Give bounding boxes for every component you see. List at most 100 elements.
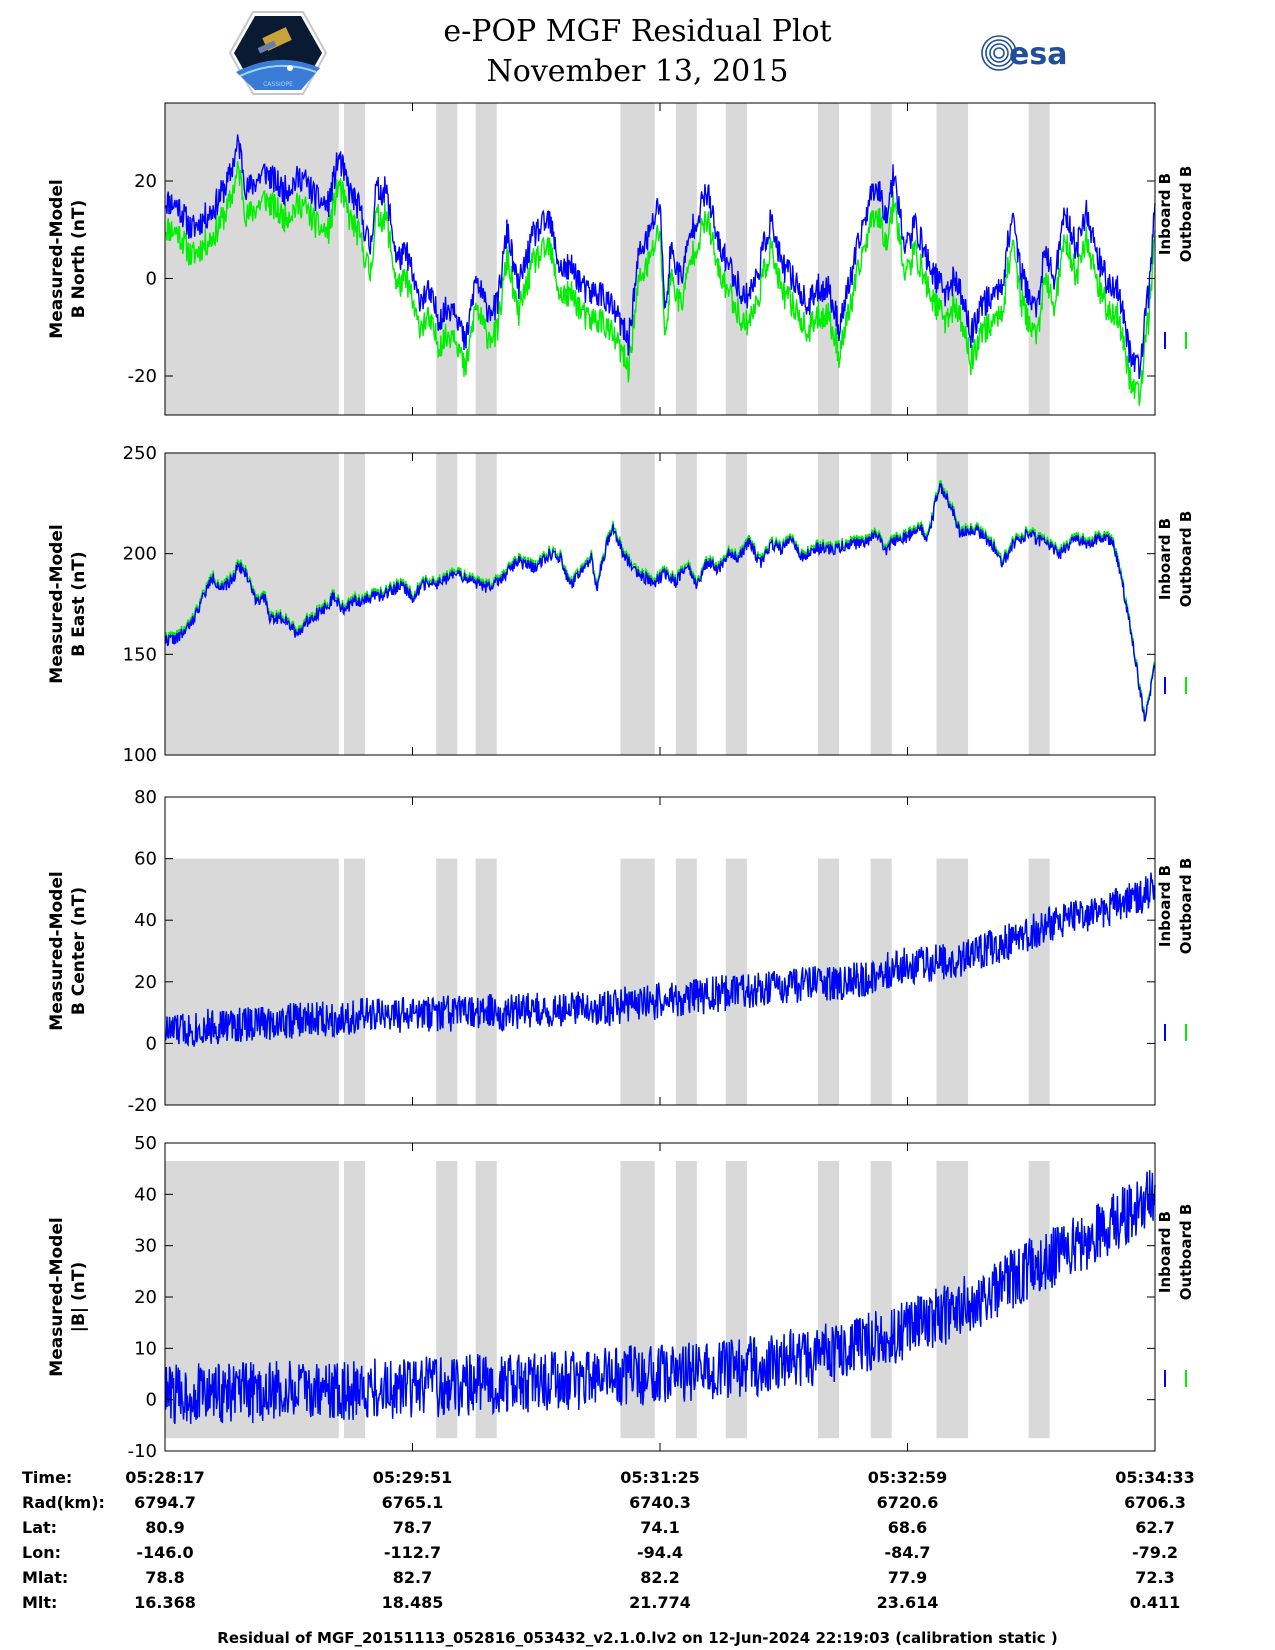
series-inboard-line	[164, 134, 1156, 380]
shaded-interval	[344, 453, 366, 755]
shaded-interval	[817, 858, 840, 1105]
info-cell: -79.2	[1131, 1543, 1179, 1562]
y-tick-label: 0	[146, 1033, 157, 1054]
legend: Inboard B Outboard B	[1156, 1204, 1195, 1301]
y-tick-label: 100	[123, 745, 157, 766]
legend-inboard-label: Inboard B	[1156, 865, 1174, 947]
shaded-interval	[936, 858, 969, 1105]
info-row-label: Mlat:	[22, 1568, 69, 1587]
footer-caption: Residual of MGF_20151113_052816_053432_v…	[217, 1629, 1058, 1647]
y-tick-label: 30	[134, 1236, 157, 1257]
y-axis-label: Measured-Model B North (nT)	[47, 179, 89, 338]
y-tick-label: 20	[134, 972, 157, 993]
info-cell: 23.614	[876, 1593, 939, 1612]
info-cell: 62.7	[1135, 1518, 1175, 1537]
shaded-interval	[620, 858, 655, 1105]
y-tick-label: 50	[134, 1133, 157, 1154]
y-axis-label-line: B East (nT)	[69, 551, 89, 656]
series-inboard-line	[164, 872, 1156, 1047]
y-tick-label: -10	[128, 1441, 157, 1462]
plot-title: e-POP MGF Residual Plot	[443, 14, 832, 49]
info-cell: 82.2	[640, 1568, 680, 1587]
shaded-interval	[675, 453, 697, 755]
y-tick-label: -20	[128, 366, 157, 387]
esa-logo: esa	[981, 35, 1067, 72]
y-tick-label: 150	[123, 644, 157, 665]
info-row-label: Mlt:	[22, 1593, 58, 1612]
shaded-interval	[475, 1160, 497, 1439]
legend-inboard-label: Inboard B	[1156, 1211, 1174, 1293]
shaded-interval	[725, 103, 747, 415]
info-cell: 05:29:51	[372, 1468, 453, 1487]
y-axis-label-line: Measured-Model	[47, 871, 67, 1030]
shaded-interval	[620, 453, 655, 755]
shaded-interval	[817, 453, 840, 755]
y-tick-label: 20	[134, 171, 157, 192]
info-cell: 74.1	[640, 1518, 680, 1537]
shaded-interval	[475, 858, 497, 1105]
shaded-interval	[475, 453, 497, 755]
chart-panel-3: -20 0 20 40 60 80 Measured-Model B Center (nT) I…	[47, 787, 1195, 1116]
shaded-interval	[436, 858, 458, 1105]
y-axis-label: Measured-Model B East (nT)	[47, 524, 89, 683]
cassiope-logo: CASSIOPE	[228, 11, 328, 95]
esa-logo-text: esa	[1009, 37, 1067, 72]
shaded-interval	[675, 103, 697, 415]
y-tick-label: 10	[134, 1338, 157, 1359]
chart-panel-4: -10 0 10 20 30 40 50 Measured-Model |B| (nT) Inbo…	[47, 1133, 1195, 1462]
plot-date: November 13, 2015	[486, 54, 789, 89]
info-cell: 16.368	[134, 1593, 196, 1612]
info-cell: 6765.1	[381, 1493, 444, 1512]
info-cell: 78.7	[392, 1518, 433, 1537]
y-tick-label: 40	[134, 910, 157, 931]
info-row-label: Time:	[22, 1468, 73, 1487]
shaded-interval	[817, 1160, 840, 1439]
y-tick-label: 200	[123, 544, 157, 565]
info-cell: 77.9	[887, 1568, 928, 1587]
shaded-interval	[344, 858, 366, 1105]
legend: Inboard B Outboard B	[1156, 858, 1195, 955]
y-tick-label: -20	[128, 1095, 157, 1116]
shaded-interval	[1028, 103, 1050, 415]
info-cell: -94.4	[636, 1543, 684, 1562]
y-axis-label-line: Measured-Model	[47, 1217, 67, 1376]
info-cell: -84.7	[884, 1543, 931, 1562]
shaded-interval	[725, 453, 747, 755]
shaded-interval	[870, 103, 892, 415]
legend: Inboard B Outboard B	[1156, 166, 1195, 263]
info-cell: -112.7	[383, 1543, 442, 1562]
shaded-interval	[870, 1160, 892, 1439]
info-cell: 6740.3	[629, 1493, 691, 1512]
shaded-interval	[344, 1160, 366, 1439]
shaded-interval	[725, 1160, 747, 1439]
legend: Inboard B Outboard B	[1156, 511, 1195, 608]
shaded-interval	[675, 858, 697, 1105]
info-cell: 05:34:33	[1115, 1468, 1195, 1487]
shaded-interval	[165, 453, 339, 755]
series-inboard-line	[164, 483, 1156, 722]
y-tick-label: 40	[134, 1184, 157, 1205]
y-tick-label: 60	[134, 849, 157, 870]
info-cell: 80.9	[145, 1518, 185, 1537]
info-cell: 78.8	[145, 1568, 185, 1587]
shaded-interval	[475, 103, 497, 415]
shaded-interval	[870, 453, 892, 755]
shaded-interval	[936, 103, 969, 415]
y-axis-label-line: B Center (nT)	[69, 887, 89, 1015]
legend-inboard-label: Inboard B	[1156, 173, 1174, 255]
y-axis-label-line: B North (nT)	[69, 200, 89, 319]
info-row-label: Rad(km):	[22, 1493, 105, 1512]
shaded-interval	[1028, 1160, 1050, 1439]
legend-inboard-label: Inboard B	[1156, 518, 1174, 600]
info-cell: 72.3	[1135, 1568, 1175, 1587]
legend-outboard-label: Outboard B	[1177, 511, 1195, 608]
shaded-interval	[870, 858, 892, 1105]
shaded-interval	[344, 103, 366, 415]
info-cell: 05:31:25	[620, 1468, 700, 1487]
y-axis-label-line: |B| (nT)	[69, 1262, 89, 1333]
shaded-interval	[436, 453, 458, 755]
y-axis-label-line: Measured-Model	[47, 524, 67, 683]
y-tick-label: 20	[134, 1287, 157, 1308]
series-outboard-line	[164, 161, 1156, 406]
